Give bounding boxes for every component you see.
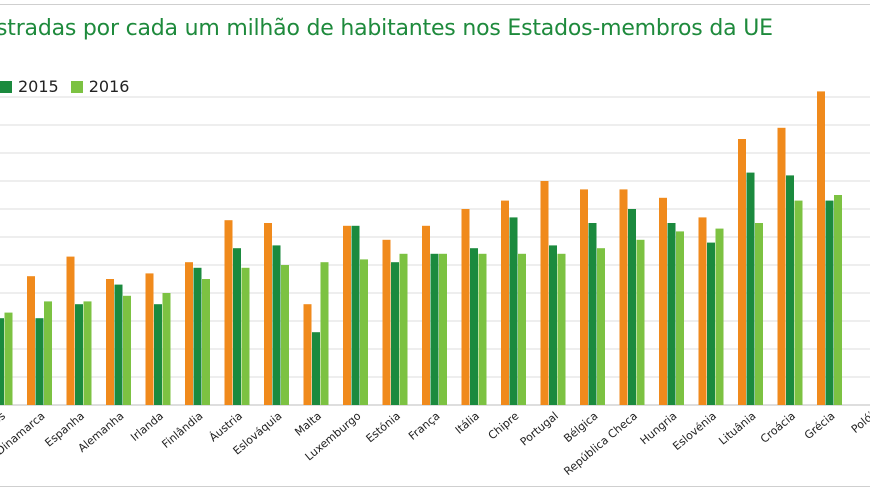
bar-series-0-20 (777, 127, 786, 406)
x-tick-label: Itália (453, 409, 482, 436)
bar-series-0-6 (224, 220, 233, 405)
bar-2015-11 (430, 253, 439, 405)
bar-2015-6 (233, 248, 241, 405)
bar-series-0-13 (501, 200, 509, 405)
bar-2015-5 (193, 267, 202, 405)
bar-series-0-9 (343, 225, 351, 405)
bar-2016-15 (597, 248, 605, 405)
bar-2016-16 (636, 239, 645, 405)
x-tick-label: Croácia (758, 409, 798, 445)
x-tick-label: Eslovénia (670, 409, 719, 453)
x-tick-label: França (406, 409, 442, 442)
bar-2015-8 (312, 332, 320, 405)
bottom-border (0, 486, 870, 487)
bar-series-0-21 (817, 91, 825, 406)
x-tick-label: Malta (292, 409, 324, 438)
legend-label-2016: 2016 (88, 77, 130, 96)
bar-2016-4 (162, 293, 171, 405)
bar-2016-12 (478, 253, 487, 405)
bar-series-0-17 (659, 197, 667, 405)
bar-series-0-10 (382, 239, 391, 405)
bar-series-0-5 (185, 262, 193, 405)
bar-2016-10 (399, 253, 408, 405)
bar-2016-1 (44, 301, 52, 405)
bar-2016-5 (202, 279, 210, 405)
legend-label-2015: 2015 (18, 77, 59, 96)
bar-2015-16 (628, 209, 636, 405)
x-tick-label: Finlândia (159, 409, 205, 451)
bar-series-0-16 (619, 189, 628, 405)
legend-item-2015: 2015 (0, 77, 59, 96)
bar-2016-7 (281, 265, 289, 405)
bar-2016-6 (241, 267, 250, 405)
bar-2016-13 (518, 253, 526, 405)
chart-title: stradas por cada um milhão de habitantes… (0, 16, 773, 41)
bar-series-0-12 (461, 209, 470, 405)
bar-2015-21 (825, 200, 834, 405)
bar-2015-15 (588, 223, 597, 405)
chart-legend: 2015 2016 (0, 77, 141, 96)
bar-2015-20 (786, 175, 794, 405)
bar-2015-7 (272, 245, 281, 405)
x-tick-label: Polói (849, 409, 870, 436)
bar-series-0-3 (106, 279, 114, 405)
bar-series-0-4 (145, 273, 154, 405)
bar-2016-14 (557, 253, 566, 405)
bar-2016-3 (123, 295, 131, 405)
bar-2016-21 (834, 195, 842, 405)
bar-series-0-2 (66, 256, 75, 405)
bar-2015-0 (0, 318, 4, 405)
bar-2016-0 (4, 312, 13, 405)
bar-2015-18 (707, 242, 715, 405)
bar-2016-19 (755, 223, 763, 405)
bar-series-0-8 (303, 304, 312, 405)
x-tick-label: Grécia (802, 409, 837, 442)
legend-swatch-2016 (70, 80, 83, 93)
bar-series-0-18 (698, 217, 707, 405)
x-tick-label: República Checa (562, 409, 640, 478)
bar-series-0-1 (27, 276, 35, 405)
bar-series-0-14 (540, 181, 549, 405)
x-tick-label: Portugal (518, 409, 561, 448)
legend-item-2016: 2016 (70, 77, 130, 96)
bar-2015-17 (667, 223, 676, 405)
legend-swatch-2015 (0, 80, 12, 93)
bar-2016-9 (360, 259, 368, 405)
bar-2016-8 (320, 262, 329, 405)
bar-2016-11 (439, 253, 447, 405)
x-tick-label: Irlanda (128, 409, 166, 444)
bar-2015-3 (114, 284, 123, 405)
bar-2015-2 (75, 304, 83, 405)
bar-2016-18 (715, 228, 724, 405)
top-border (0, 4, 870, 5)
bar-2016-20 (794, 200, 803, 405)
bar-2015-1 (35, 318, 44, 405)
bar-2015-4 (154, 304, 162, 405)
bar-series-0-7 (264, 223, 272, 405)
bar-2015-9 (351, 225, 360, 405)
bar-2015-12 (470, 248, 478, 405)
bar-series-0-11 (422, 225, 430, 405)
bar-series-0-19 (738, 139, 746, 405)
x-tick-label: Lituânia (716, 409, 758, 447)
bar-2015-19 (746, 172, 755, 405)
bar-2016-17 (676, 231, 684, 405)
bar-2016-2 (83, 301, 92, 405)
x-tick-label: xos (0, 409, 8, 431)
x-tick-label: Estónia (364, 409, 403, 445)
bar-2015-13 (509, 217, 518, 405)
bar-series-0-15 (580, 189, 588, 405)
bar-2015-14 (549, 245, 557, 405)
bar-2015-10 (391, 262, 399, 405)
x-tick-label: Dinamarca (0, 409, 47, 457)
x-tick-label: Chipre (486, 409, 522, 442)
